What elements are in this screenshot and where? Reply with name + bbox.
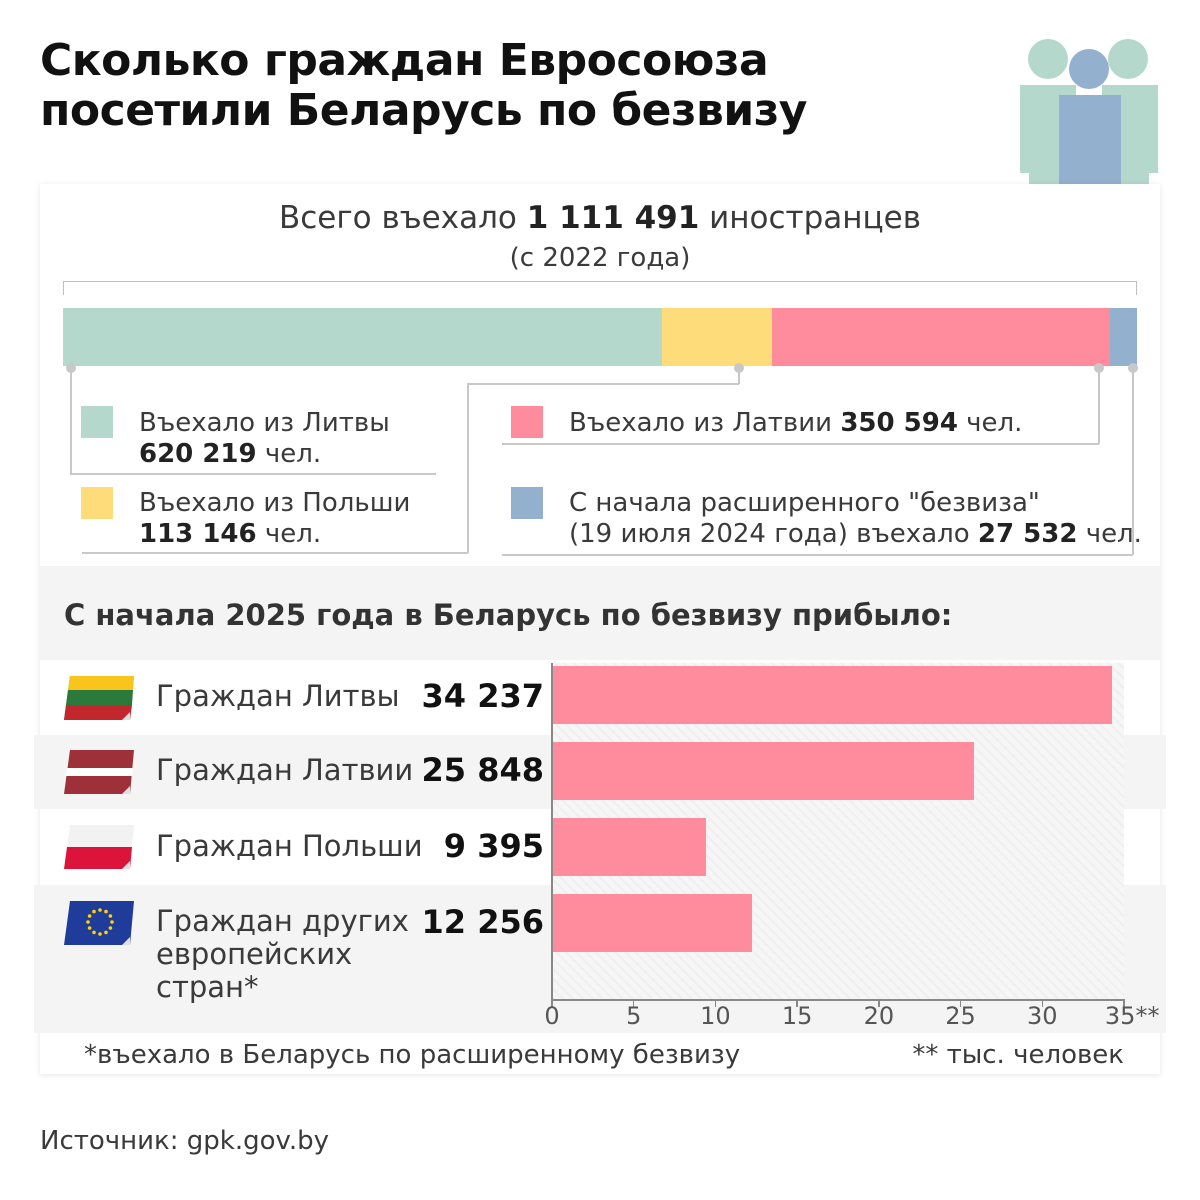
total-summary: Всего въехало 1 111 491 иностранцев — [278, 200, 922, 236]
bar-latvia — [552, 742, 975, 800]
value-label-lithuania: 34 237 — [421, 677, 544, 715]
leader-line-extended — [1132, 368, 1134, 555]
y-axis-line — [551, 663, 553, 1000]
x-tick — [1041, 999, 1044, 1007]
legend-latvia: Въехало из Латвии 350 594 чел. — [569, 408, 1023, 438]
leader-base-extended — [502, 554, 1133, 556]
source-text: Источник: gpk.gov.by — [40, 1126, 330, 1156]
leader-base-poland — [82, 552, 468, 554]
x-tick — [632, 999, 635, 1007]
x-tick — [878, 999, 880, 1007]
country-label-latvia: Граждан Латвии — [156, 753, 414, 787]
leader-base-latvia — [502, 443, 1099, 445]
lithuania-flag-icon — [64, 676, 134, 720]
x-tick-label: 15 — [781, 1002, 813, 1030]
leader-line-poland-c — [467, 383, 469, 553]
stacked-seg-extended — [1110, 308, 1137, 366]
value-label-other: 12 256 — [421, 903, 544, 941]
page-title-line-1: Сколько граждан Евросоюза — [40, 35, 769, 86]
stacked-seg-poland — [662, 308, 772, 366]
legend-swatch-latvia — [511, 406, 543, 438]
page-title: Сколько граждан Евросоюза посетили Белар… — [40, 36, 940, 136]
legend-swatch-lithuania — [81, 406, 113, 438]
x-tick-label: 25 — [945, 1002, 976, 1030]
x-tick-label: 0 — [544, 1002, 560, 1030]
x-tick-label: 5 — [626, 1002, 642, 1030]
x-tick-label: 30 — [1027, 1002, 1058, 1030]
poland-flag-icon — [64, 825, 134, 869]
total-since: (с 2022 года) — [509, 243, 691, 273]
leader-base-lithuania — [70, 473, 436, 475]
country-label-other: Граждан других европейских стран* — [156, 904, 409, 1004]
value-label-poland: 9 395 — [443, 827, 544, 865]
leader-line-lithuania — [70, 368, 72, 474]
leader-line-poland-a — [738, 368, 740, 384]
legend-lithuania: Въехало из Литвы 620 219 чел. — [139, 408, 390, 469]
legend-poland: Въехало из Польши 113 146 чел. — [139, 488, 411, 549]
leader-line-latvia — [1098, 368, 1100, 444]
x-axis-line — [551, 999, 1125, 1001]
latvia-flag-icon — [64, 750, 134, 794]
country-label-lithuania: Граждан Литвы — [156, 679, 400, 713]
eu-flag-icon — [64, 901, 134, 945]
x-tick-label: 10 — [700, 1002, 731, 1030]
section-title: С начала 2025 года в Беларусь по безвизу… — [64, 598, 953, 632]
x-tick — [1123, 999, 1125, 1007]
x-tick — [796, 999, 798, 1007]
bar-poland — [552, 818, 706, 876]
stacked-seg-latvia — [771, 308, 1111, 366]
bar-lithuania — [552, 666, 1112, 724]
x-tick-label: 35** — [1104, 1002, 1160, 1030]
leader-line-poland-b — [467, 383, 739, 385]
total-bracket — [63, 281, 1137, 295]
section-band — [40, 566, 1160, 660]
legend-extended: С начала расширенного "безвиза" (19 июля… — [569, 488, 1142, 549]
footnote-units: ** тыс. человек — [912, 1040, 1124, 1070]
bar-other — [552, 894, 753, 952]
legend-swatch-poland — [81, 487, 113, 519]
stacked-seg-lithuania — [63, 308, 663, 366]
legend-swatch-extended — [511, 487, 543, 519]
x-tick — [714, 999, 717, 1007]
value-label-latvia: 25 848 — [421, 751, 544, 789]
footnote-extended: *въехало в Беларусь по расширенному безв… — [84, 1040, 741, 1070]
stacked-bar — [63, 308, 1137, 366]
x-tick-label: 20 — [863, 1002, 895, 1030]
country-label-poland: Граждан Польши — [156, 829, 423, 863]
total-value: 1 111 491 — [526, 200, 700, 236]
page-title-line-2: посетили Беларусь по безвизу — [40, 85, 807, 136]
x-tick — [959, 999, 962, 1007]
x-tick — [551, 999, 553, 1007]
